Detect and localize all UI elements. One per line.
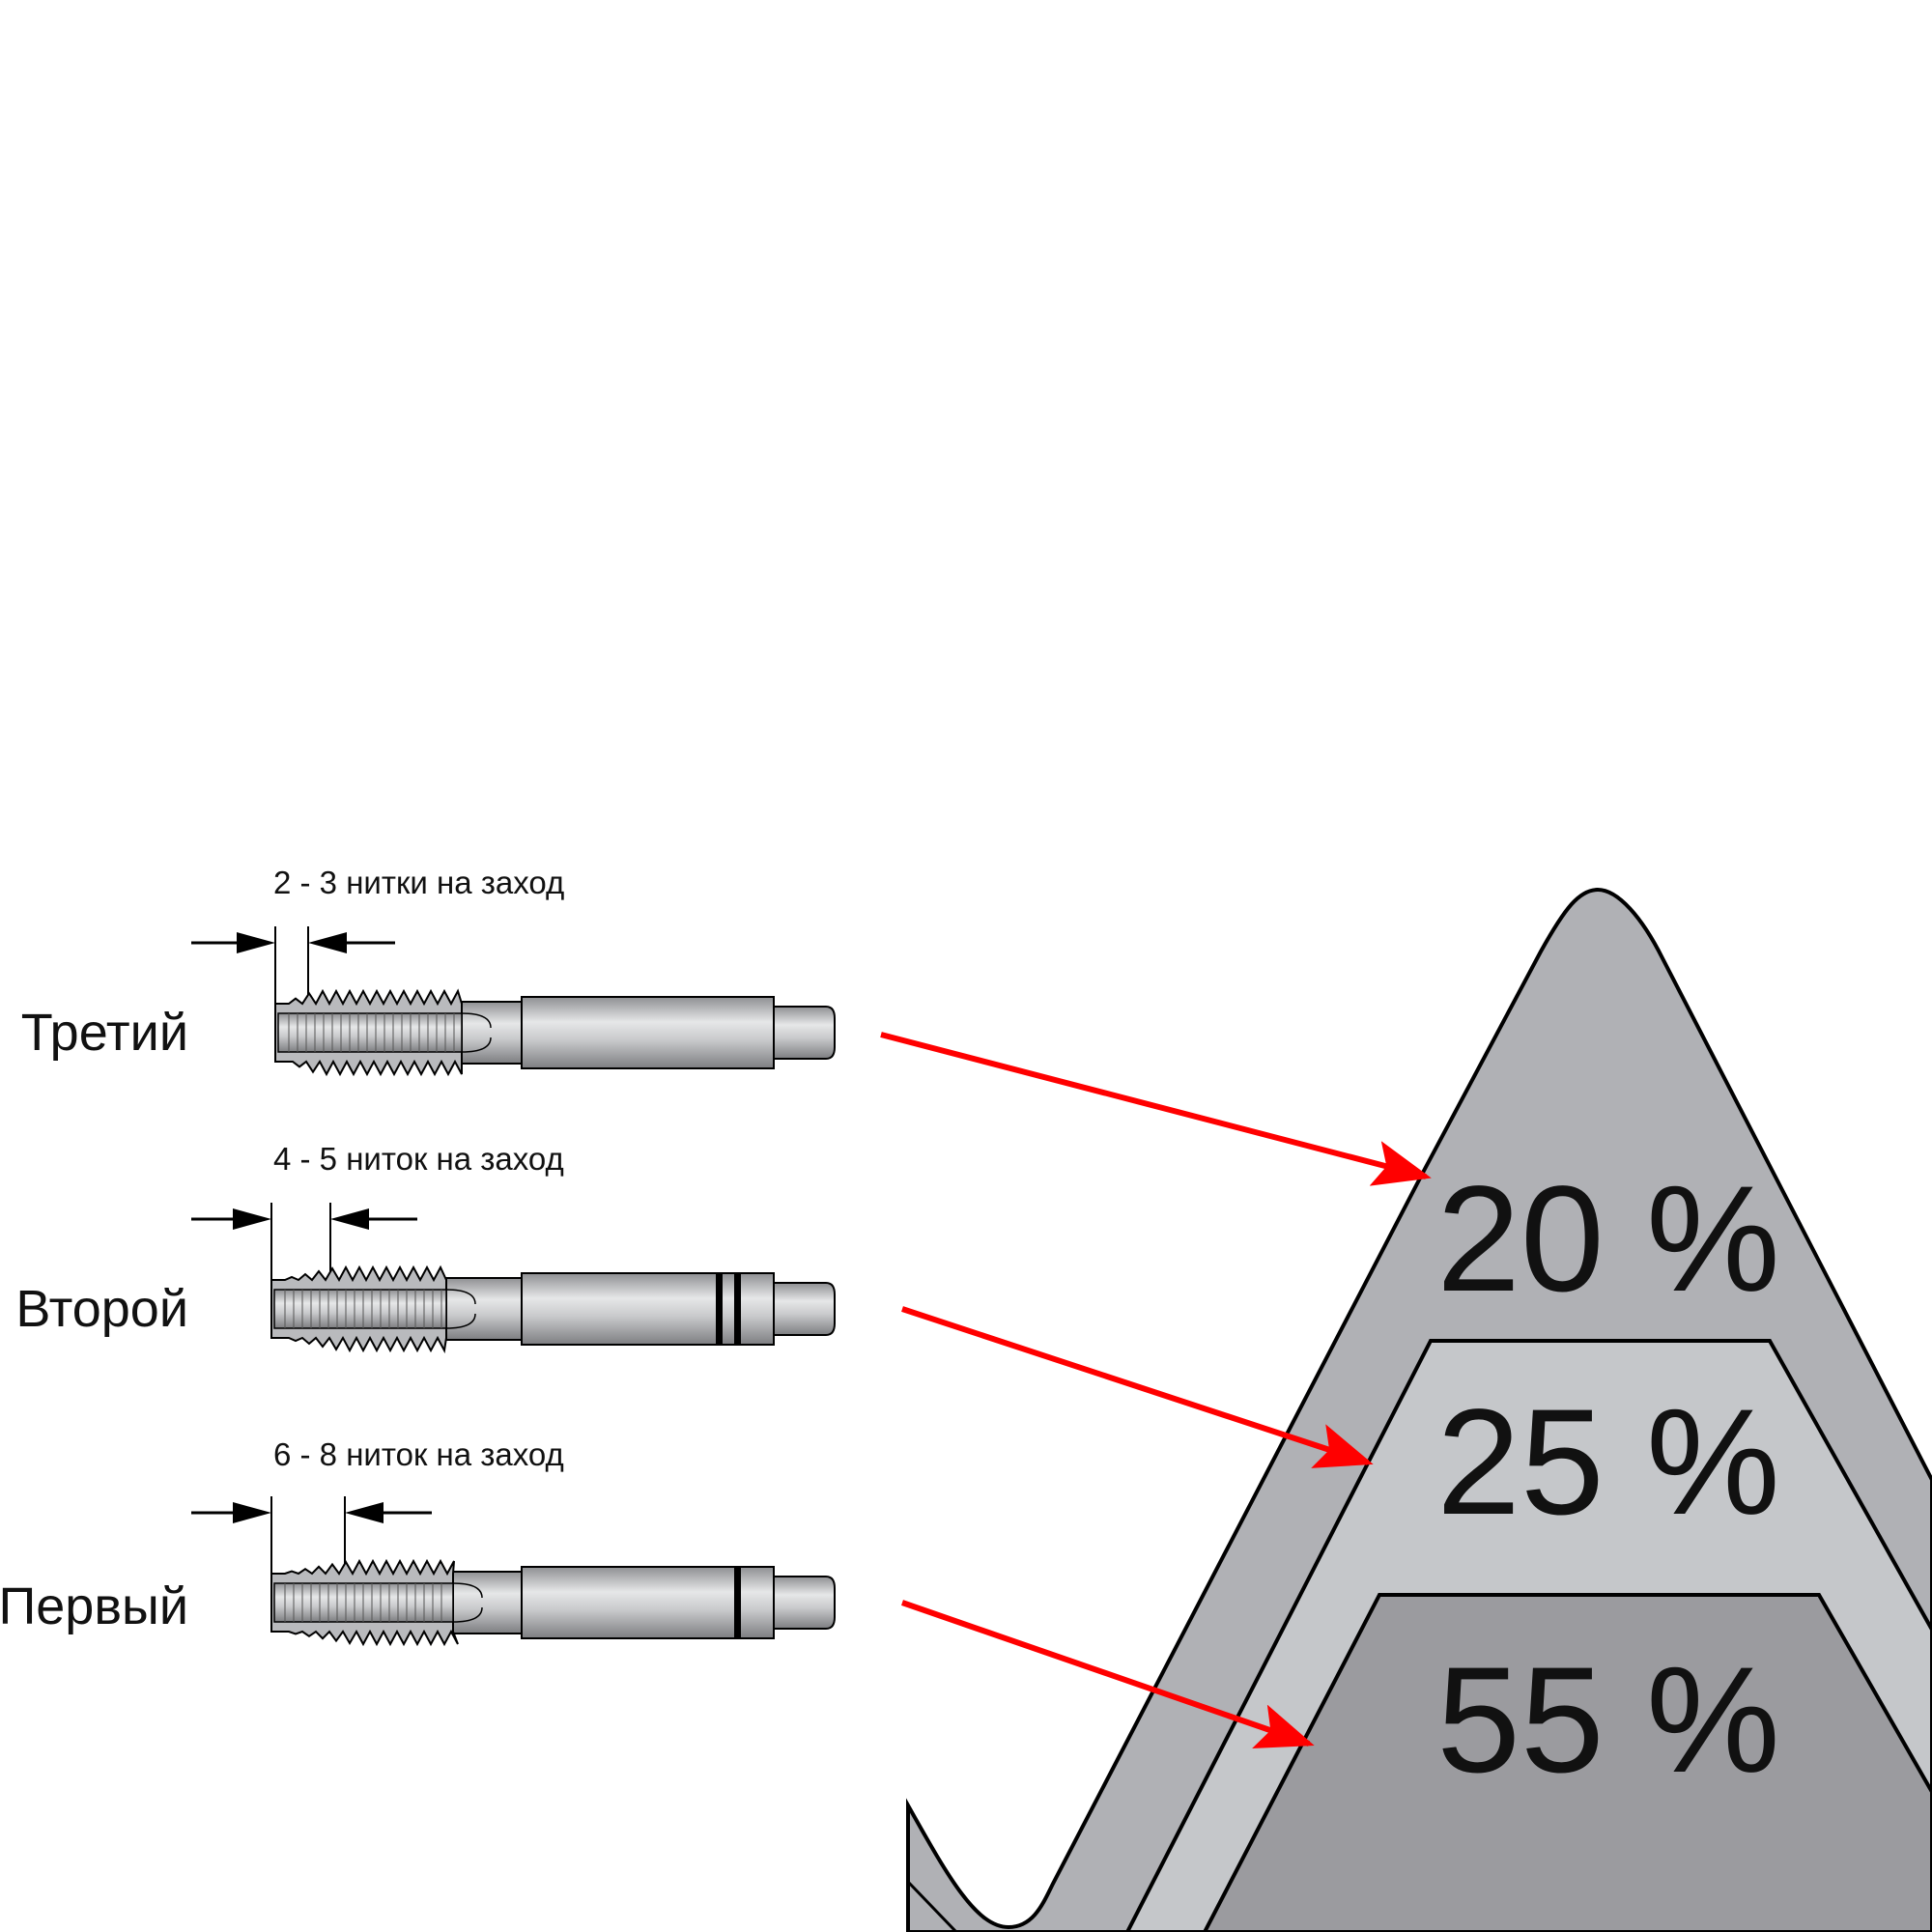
tap-3: Первый 6 - 8 ниток на заход [0, 1436, 836, 1647]
thread-profile: 20 % 25 % 55 % [906, 887, 1932, 1932]
tap-neck [461, 1001, 523, 1065]
tap-ring-mark [716, 1273, 723, 1345]
arrow-second-to-25 [901, 1306, 1374, 1468]
tap-name-label: Третий [21, 1004, 188, 1062]
tap-2: Второй 4 - 5 ниток на заход [15, 1141, 836, 1354]
tap-shank [521, 996, 775, 1069]
arrowhead-icon [237, 932, 275, 953]
profile-bottom-line [906, 1880, 958, 1932]
chamfer-caption: 4 - 5 ниток на заход [273, 1141, 564, 1177]
tap-neck [445, 1277, 523, 1341]
arrowhead-icon [233, 1208, 271, 1230]
tap-neck [452, 1571, 523, 1634]
tap-1: Третий 2 - 3 нитки на заход [21, 865, 836, 1077]
flute-runout [461, 1012, 492, 1053]
arrowhead-icon [345, 1502, 384, 1523]
arrowhead-icon [233, 1502, 271, 1523]
tap-shank [521, 1272, 775, 1346]
profile-layer-55 [1202, 1593, 1932, 1932]
arrow-first-to-55 [901, 1600, 1315, 1748]
flute-runout [445, 1289, 476, 1329]
arrowhead-icon [330, 1208, 369, 1230]
chamfer-caption: 6 - 8 ниток на заход [273, 1436, 564, 1472]
label-25-percent: 25 % [1436, 1378, 1780, 1547]
tap-name-label: Второй [15, 1280, 188, 1338]
taps: Третий 2 - 3 нитки на заход Второй 4 - 5 ни… [0, 865, 836, 1647]
flute-runout [452, 1582, 483, 1623]
tap-flute [277, 1012, 463, 1053]
tap-square-end [772, 1006, 836, 1060]
arrowhead-icon [308, 932, 347, 953]
chamfer-caption: 2 - 3 нитки на заход [273, 865, 564, 900]
arrow-third-to-20 [880, 1032, 1432, 1186]
tap-square-end [772, 1576, 836, 1630]
pointer-arrows [880, 1032, 1432, 1748]
tap-flute [273, 1289, 447, 1329]
label-20-percent: 20 % [1436, 1155, 1780, 1323]
tap-ring-mark [734, 1567, 741, 1638]
tap-ring-mark [734, 1273, 741, 1345]
label-55-percent: 55 % [1436, 1636, 1780, 1804]
tap-shank [521, 1566, 775, 1639]
tap-name-label: Первый [0, 1577, 188, 1635]
tap-square-end [772, 1282, 836, 1336]
